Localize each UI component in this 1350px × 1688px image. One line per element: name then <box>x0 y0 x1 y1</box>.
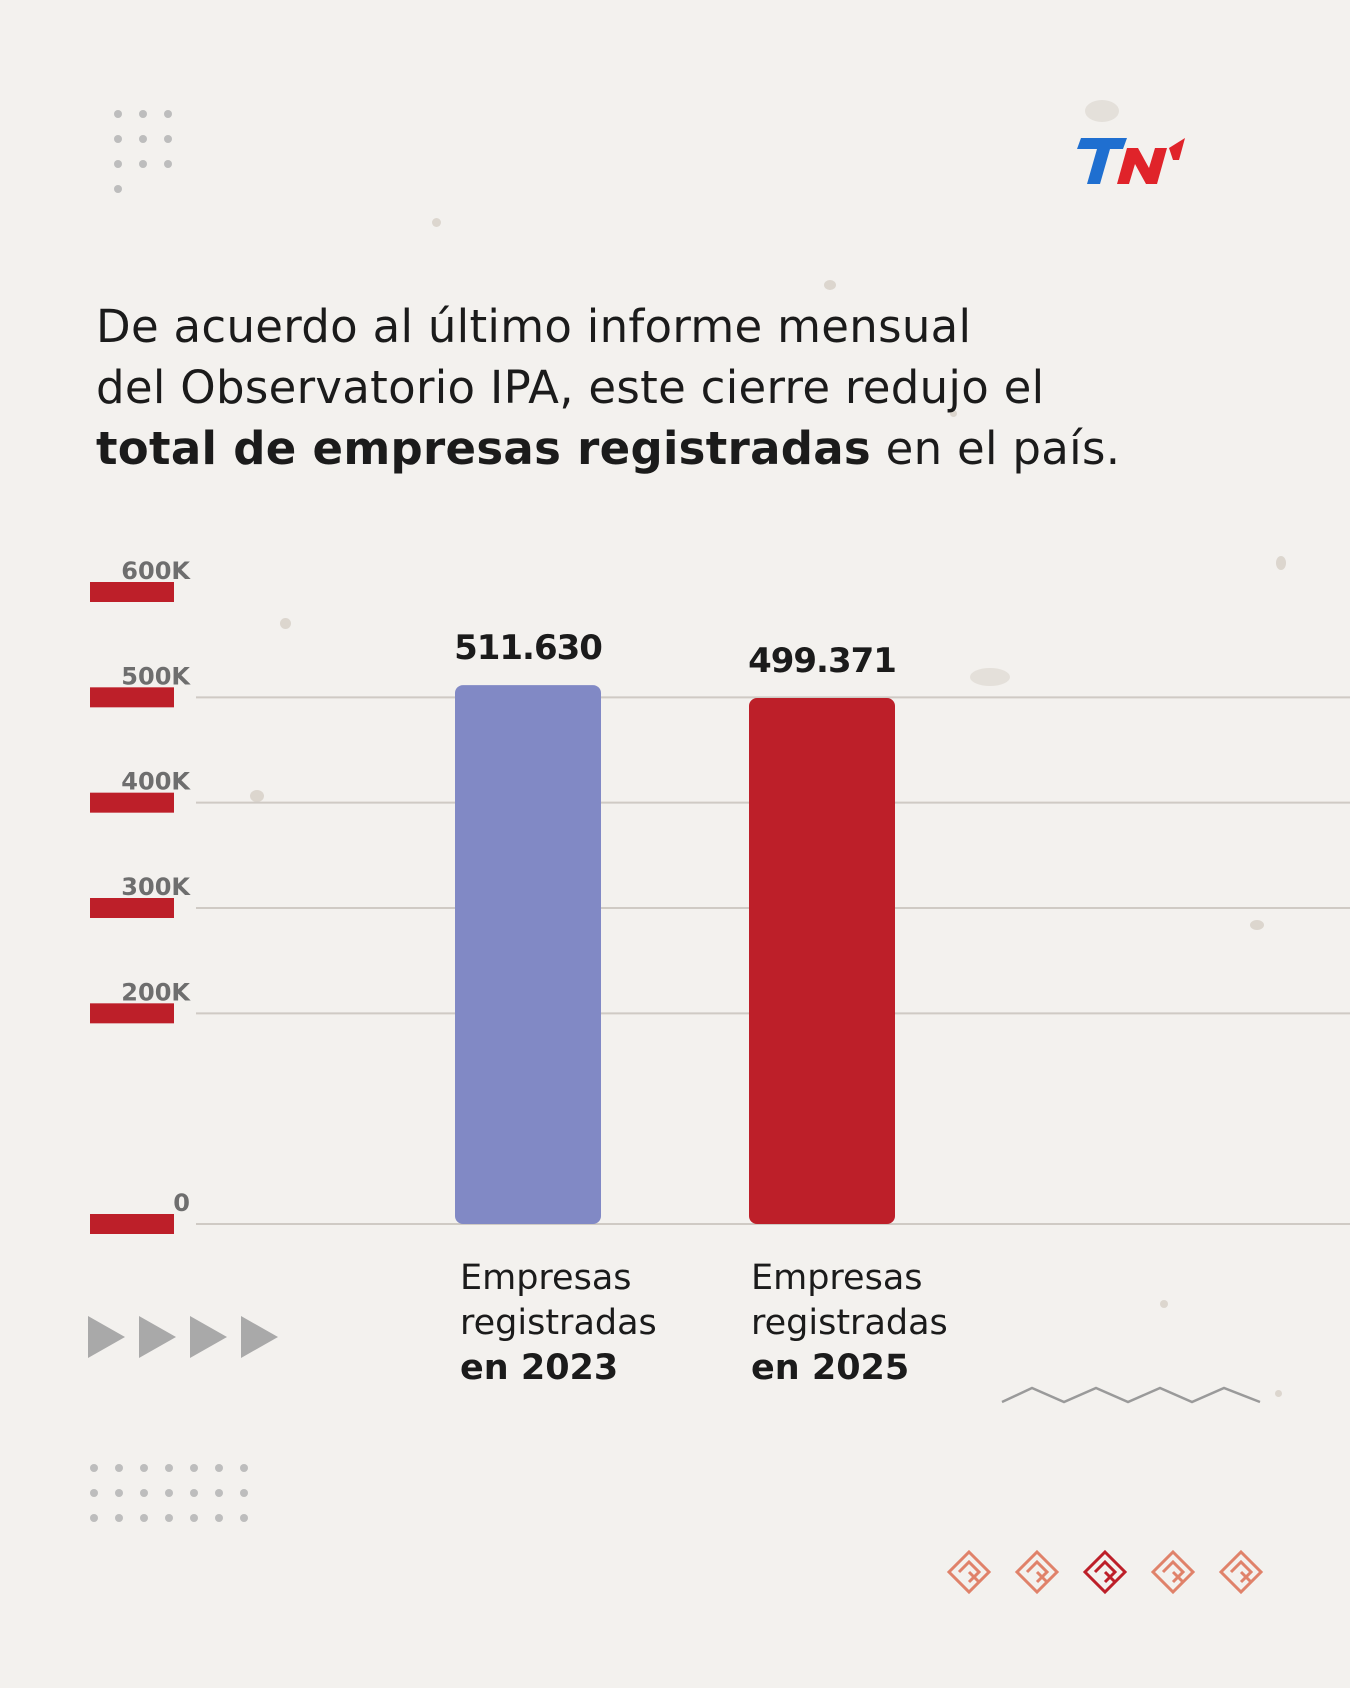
bar-value-label: 499.371 <box>748 641 896 681</box>
play-arrow-icon <box>241 1316 278 1358</box>
category-line-2: registradas <box>460 1303 657 1343</box>
y-tick-label: 0 <box>173 1189 190 1217</box>
category-label-2025: Empresas registradas en 2025 <box>751 1256 1011 1391</box>
y-tick-marker <box>90 898 174 918</box>
category-line-2: registradas <box>751 1303 948 1343</box>
decorative-icons <box>945 1548 1265 1596</box>
y-tick-label: 600K <box>121 560 191 585</box>
category-line-1: Empresas <box>751 1258 923 1298</box>
y-tick-label: 500K <box>121 662 191 690</box>
dot-grid-top <box>114 110 172 193</box>
bar <box>455 685 601 1224</box>
headline-line-1: De acuerdo al último informe mensual <box>96 300 972 353</box>
y-tick-label: 200K <box>121 978 191 1006</box>
play-arrow-icon <box>190 1316 227 1358</box>
y-tick-marker <box>90 687 174 708</box>
zigzag-line-icon <box>1001 1386 1261 1404</box>
headline: De acuerdo al último informe mensual del… <box>96 296 1276 479</box>
y-tick-marker <box>90 582 174 602</box>
y-tick-marker <box>90 1003 174 1024</box>
play-arrows <box>88 1316 278 1358</box>
dot-grid-bottom <box>90 1464 248 1522</box>
bar <box>749 697 895 1224</box>
category-year: en 2023 <box>460 1348 619 1388</box>
y-tick-marker <box>90 792 174 813</box>
headline-line-2: del Observatorio IPA, este cierre redujo… <box>96 361 1045 414</box>
headline-rest: en el país. <box>871 422 1121 475</box>
y-tick-marker <box>90 1214 174 1234</box>
category-year: en 2025 <box>751 1348 910 1388</box>
y-tick-label: 300K <box>121 873 191 901</box>
lozenge-knot-icon <box>1082 1549 1128 1595</box>
bar-chart: 0 200K 300K 400K 500K 600K 511.630 499.371 <box>90 560 1350 1234</box>
bar-value-label: 511.630 <box>454 628 602 668</box>
tn-logo <box>1077 138 1185 184</box>
lozenge-knot-icon <box>1150 1549 1196 1595</box>
category-label-2023: Empresas registradas en 2023 <box>460 1256 720 1391</box>
lozenge-knot-icon <box>1218 1549 1264 1595</box>
y-tick-label: 400K <box>121 768 191 796</box>
headline-bold: total de empresas registradas <box>96 422 871 475</box>
category-line-1: Empresas <box>460 1258 632 1298</box>
lozenge-knot-icon <box>1014 1549 1060 1595</box>
play-arrow-icon <box>139 1316 176 1358</box>
tn-logo-letters <box>1077 138 1185 184</box>
play-arrow-icon <box>88 1316 125 1358</box>
lozenge-knot-icon <box>946 1549 992 1595</box>
